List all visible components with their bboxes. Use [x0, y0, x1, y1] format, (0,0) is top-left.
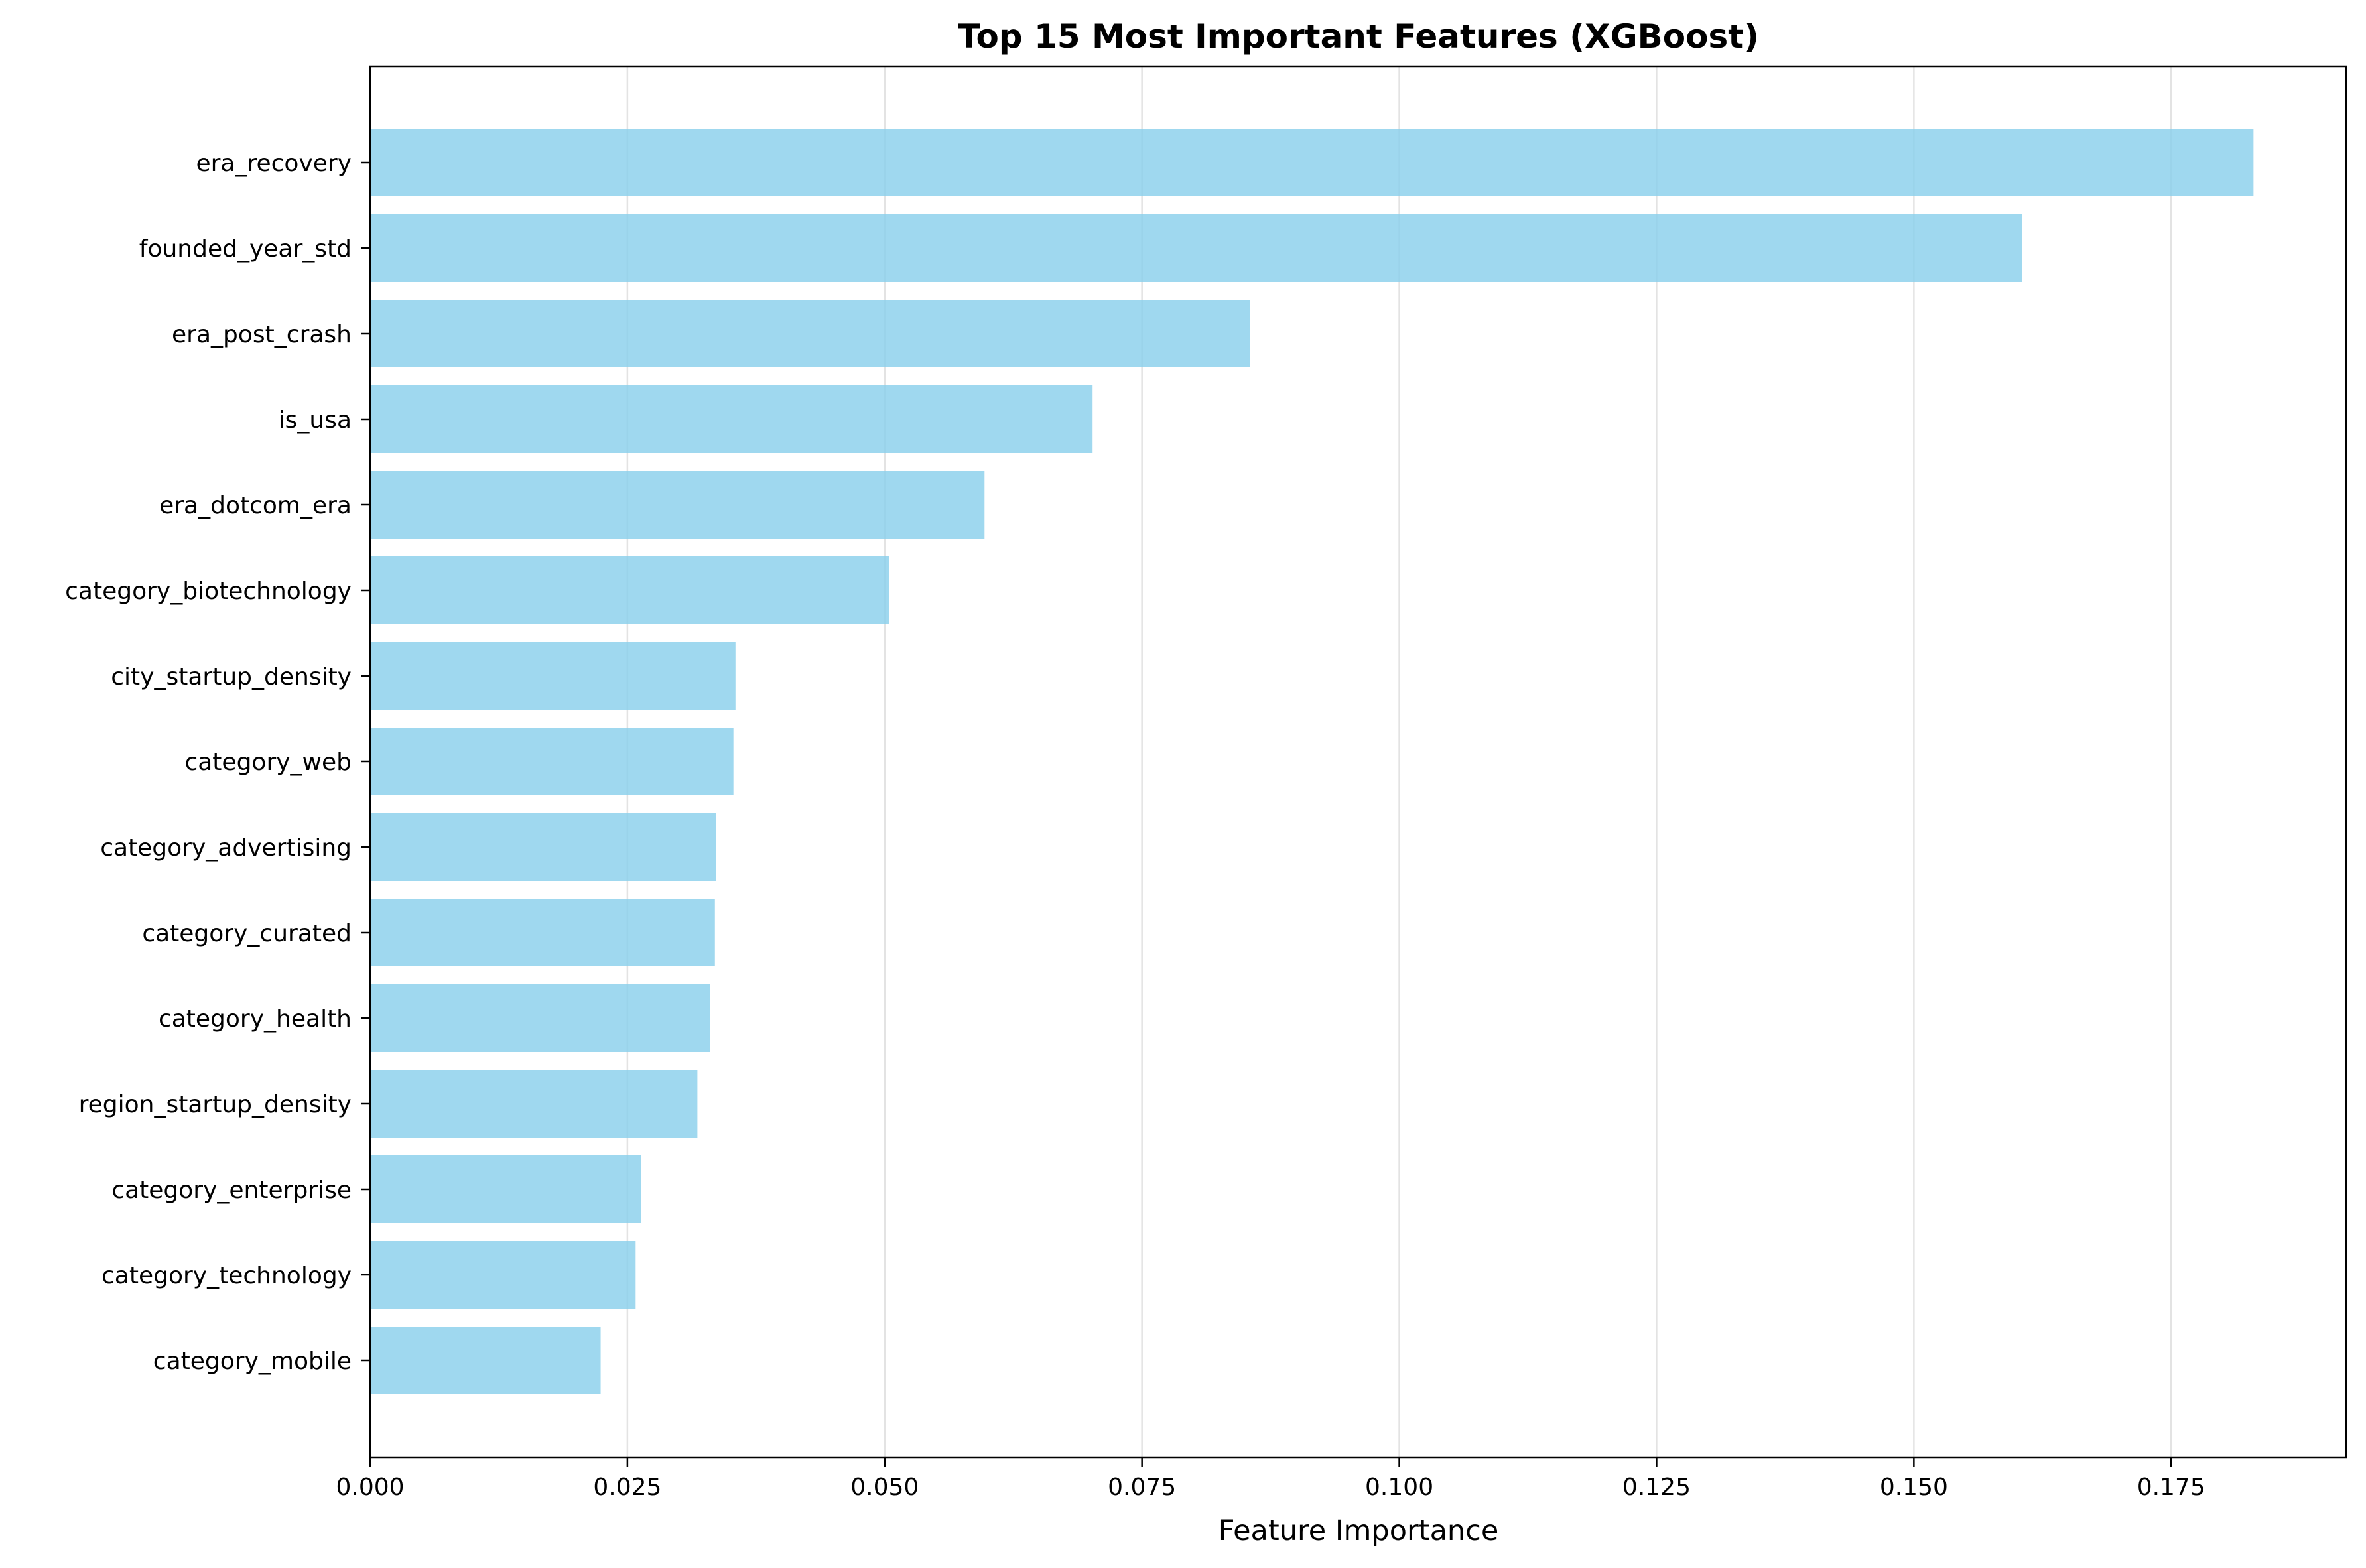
y-tick-label: era_recovery [196, 150, 352, 177]
bar-region-startup-density [370, 1070, 698, 1138]
x-tick-label: 0.100 [1365, 1474, 1433, 1501]
y-tick-label: category_curated [142, 920, 352, 947]
bar-category-mobile [370, 1327, 601, 1394]
x-tick-label: 0.075 [1108, 1474, 1176, 1501]
y-tick-label: category_advertising [100, 834, 352, 862]
y-tick-label: era_post_crash [172, 321, 352, 348]
y-tick-label: category_biotechnology [65, 578, 352, 605]
bar-category-health [370, 984, 710, 1052]
bar-era-recovery [370, 129, 2254, 196]
chart-title: Top 15 Most Important Features (XGBoost) [958, 17, 1759, 56]
bar-category-biotechnology [370, 556, 889, 624]
y-tick-label: category_web [184, 749, 352, 776]
bar-is-usa [370, 385, 1093, 453]
y-tick-label: category_enterprise [111, 1177, 352, 1204]
bar-founded-year-std [370, 214, 2022, 282]
bar-era-post-crash [370, 300, 1250, 367]
bar-category-technology [370, 1241, 636, 1309]
bar-category-web [370, 728, 734, 795]
y-tick-label: region_startup_density [79, 1091, 352, 1118]
y-tick-label: category_health [159, 1006, 352, 1033]
y-tick-label: category_mobile [153, 1348, 352, 1375]
y-tick-label: is_usa [279, 407, 352, 434]
y-tick-label: founded_year_std [139, 235, 352, 263]
x-tick-labels: 0.000 0.025 0.050 0.075 0.100 0.125 0.150 0.175 [336, 1474, 2205, 1501]
x-tick-label: 0.150 [1880, 1474, 1948, 1501]
x-tick-label: 0.175 [2137, 1474, 2205, 1501]
x-tick-label: 0.000 [336, 1474, 404, 1501]
bar-category-enterprise [370, 1155, 641, 1223]
bar-category-curated [370, 899, 715, 966]
bar-era-dotcom-era [370, 471, 985, 539]
y-tick-label: category_technology [101, 1262, 352, 1289]
axes [361, 65, 2347, 1467]
x-axis-label: Feature Importance [1218, 1514, 1499, 1547]
y-tick-label: city_startup_density [111, 663, 352, 690]
plot-frame [369, 65, 2347, 1459]
y-tick-label: era_dotcom_era [159, 492, 352, 519]
y-tick-labels: era_recovery founded_year_std era_post_cra… [65, 150, 352, 1375]
x-tick-label: 0.125 [1622, 1474, 1691, 1501]
x-tick-label: 0.050 [850, 1474, 919, 1501]
x-tick-label: 0.025 [593, 1474, 661, 1501]
bar-category-advertising [370, 813, 716, 881]
bars [370, 129, 2254, 1394]
bar-city-startup-density [370, 642, 736, 710]
